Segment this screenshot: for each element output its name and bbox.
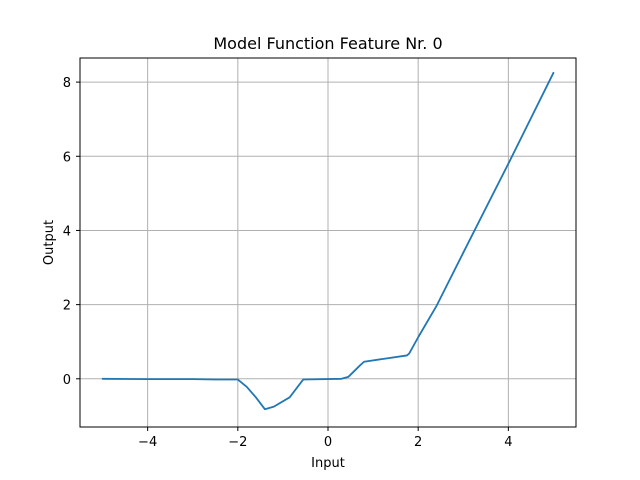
x-tick-label: −4 — [138, 435, 157, 450]
y-tick-label: 2 — [63, 299, 71, 314]
x-tick-label: 0 — [324, 435, 332, 450]
axis-ticks: −4 −2 0 2 4 0 2 4 6 8 — [63, 76, 513, 450]
y-axis-label: Output — [42, 220, 57, 265]
chart-title: Model Function Feature Nr. 0 — [213, 34, 442, 53]
x-tick-label: 4 — [504, 435, 512, 450]
x-axis-label: Input — [311, 456, 345, 471]
series-line — [101, 71, 555, 411]
y-tick-label: 0 — [63, 373, 71, 388]
x-tick-label: −2 — [228, 435, 247, 450]
x-tick-label: 2 — [414, 435, 422, 450]
y-tick-label: 8 — [63, 76, 71, 91]
series-layer — [101, 71, 555, 411]
y-tick-label: 6 — [63, 150, 71, 165]
y-tick-label: 4 — [63, 224, 71, 239]
